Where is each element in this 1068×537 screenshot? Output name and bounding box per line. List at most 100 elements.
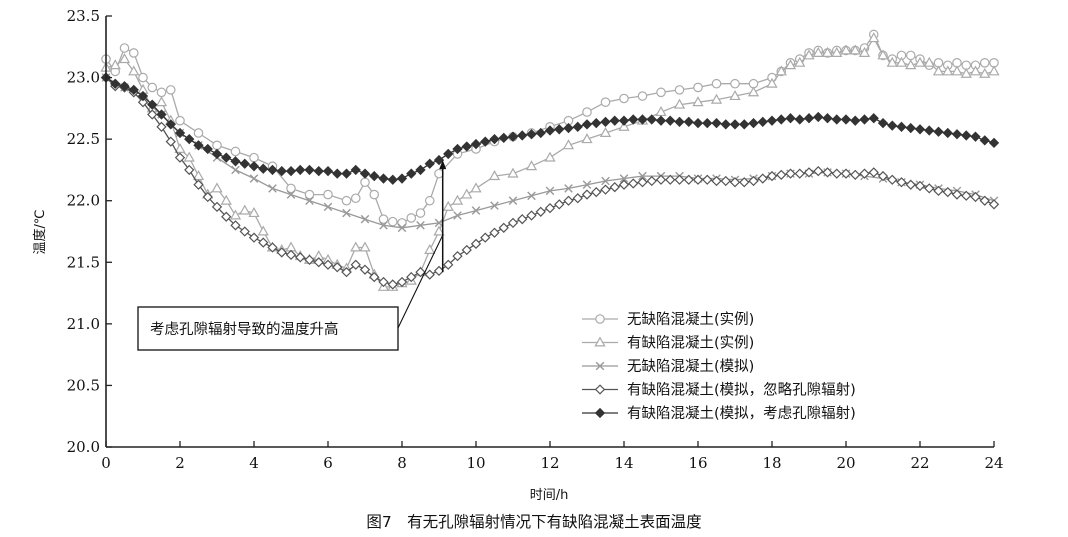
annotation-text: 考虑孔隙辐射导致的温度升高 xyxy=(150,321,339,338)
series-5-point xyxy=(526,129,537,140)
series-5-point xyxy=(646,114,657,125)
series-5-point xyxy=(591,117,602,129)
series-5-point xyxy=(942,127,953,139)
series-2-point xyxy=(803,49,815,60)
series-4-point xyxy=(674,174,685,185)
series-5-point xyxy=(137,90,149,102)
series-4-point xyxy=(840,168,852,179)
series-5-point xyxy=(452,143,463,155)
series-4-point xyxy=(924,183,935,194)
series-2-point xyxy=(470,182,482,193)
series-2-point xyxy=(248,207,260,218)
series-5-point xyxy=(119,81,130,92)
legend: 无缺陷混凝土(实例) 有缺陷混凝土(实例) 无缺陷混凝土(模拟) 有缺陷混凝土(模拟，… xyxy=(582,311,856,422)
x-axis-title: 时间/h xyxy=(530,488,569,503)
legend-label: 无缺陷混凝土(实例) xyxy=(627,311,754,328)
series-2-point xyxy=(942,65,954,76)
series-4-point xyxy=(276,247,287,258)
series-4-line xyxy=(105,77,995,286)
series-1-point xyxy=(138,72,148,83)
series-5-point xyxy=(850,115,861,126)
legend-label: 有缺陷混凝土(模拟，考虑孔隙辐射) xyxy=(627,405,856,422)
series-4-point xyxy=(979,195,990,206)
series-1-point xyxy=(387,216,398,227)
x-tick-label: 22 xyxy=(910,454,929,472)
series-1-point xyxy=(619,93,629,104)
series-2-point xyxy=(747,86,760,97)
y-tick-label: 22.5 xyxy=(67,130,100,148)
series-4-point xyxy=(165,136,176,147)
series-2-point xyxy=(359,241,371,252)
series-5-point xyxy=(785,113,796,124)
x-tick-label: 20 xyxy=(836,454,855,472)
series-5-point xyxy=(507,131,519,142)
x-tick-label: 4 xyxy=(249,454,259,472)
series-5-point xyxy=(480,136,491,147)
series-4-point xyxy=(369,271,380,283)
y-tick-label: 22.0 xyxy=(67,192,100,210)
series-4-point xyxy=(304,254,315,265)
series-2-point xyxy=(729,90,741,101)
series-4-point xyxy=(350,259,361,270)
series-5-point xyxy=(600,116,611,128)
legend-label: 无缺陷混凝土(模拟) xyxy=(627,358,754,375)
series-5-point xyxy=(766,115,778,126)
series-5-point xyxy=(637,114,648,125)
series-3-point xyxy=(564,184,573,193)
series-2-point xyxy=(692,96,704,107)
series-1-point xyxy=(128,48,139,58)
series-5-point xyxy=(517,130,528,141)
series-1-point xyxy=(415,208,426,218)
series-1-point xyxy=(582,107,592,117)
legend-marker xyxy=(594,336,606,347)
series-5-point xyxy=(341,168,352,179)
series-4-point xyxy=(470,238,482,249)
series-4-point xyxy=(600,184,611,195)
series-1-point xyxy=(165,85,176,95)
y-tick-label: 23.5 xyxy=(67,7,100,25)
series-4-point xyxy=(785,168,796,179)
series-5-point xyxy=(711,117,722,129)
series-2-point xyxy=(424,243,436,254)
series-5-point xyxy=(193,140,204,151)
series-4-point xyxy=(563,195,574,206)
series-4-point xyxy=(193,179,204,190)
series-4-point xyxy=(452,250,463,262)
series-5-point xyxy=(961,130,972,141)
series-5-point xyxy=(951,129,963,140)
x-tick-label: 6 xyxy=(323,454,333,472)
series-3-point xyxy=(323,202,333,212)
series-4-point xyxy=(729,177,741,188)
series-4-point xyxy=(359,264,371,275)
series-4-point xyxy=(665,174,676,185)
y-tick-label: 20.0 xyxy=(67,438,100,456)
series-5-point xyxy=(970,131,981,142)
series-4-point xyxy=(618,179,630,190)
y-tick-label: 23.0 xyxy=(67,69,100,87)
series-5-point xyxy=(674,116,685,128)
y-tick-label: 20.5 xyxy=(67,376,100,394)
y-tick-label: 21.0 xyxy=(67,315,100,333)
series-5-point xyxy=(729,119,741,130)
series-2-point xyxy=(350,241,362,252)
series-4-point xyxy=(230,220,241,231)
series-4-point xyxy=(443,259,454,270)
legend-item-4: 有缺陷混凝土(模拟，忽略孔隙辐射) xyxy=(582,382,856,399)
series-1-point xyxy=(434,168,444,179)
series-2-point xyxy=(599,126,612,137)
series-4-point xyxy=(517,214,528,225)
series-2-point xyxy=(849,44,861,55)
series-5-point xyxy=(248,161,260,172)
series-5-point xyxy=(443,148,454,160)
series-4-point xyxy=(267,242,278,253)
series-5-point xyxy=(914,124,926,135)
series-4-point xyxy=(711,175,722,187)
series-4-point xyxy=(239,226,250,237)
series-4-point xyxy=(655,174,667,185)
series-4-point xyxy=(933,185,944,197)
series-5-point xyxy=(748,117,759,129)
series-5-point xyxy=(572,121,583,132)
series-4-point xyxy=(184,164,195,176)
series-5-point xyxy=(424,158,435,169)
series-4-point xyxy=(859,168,870,179)
